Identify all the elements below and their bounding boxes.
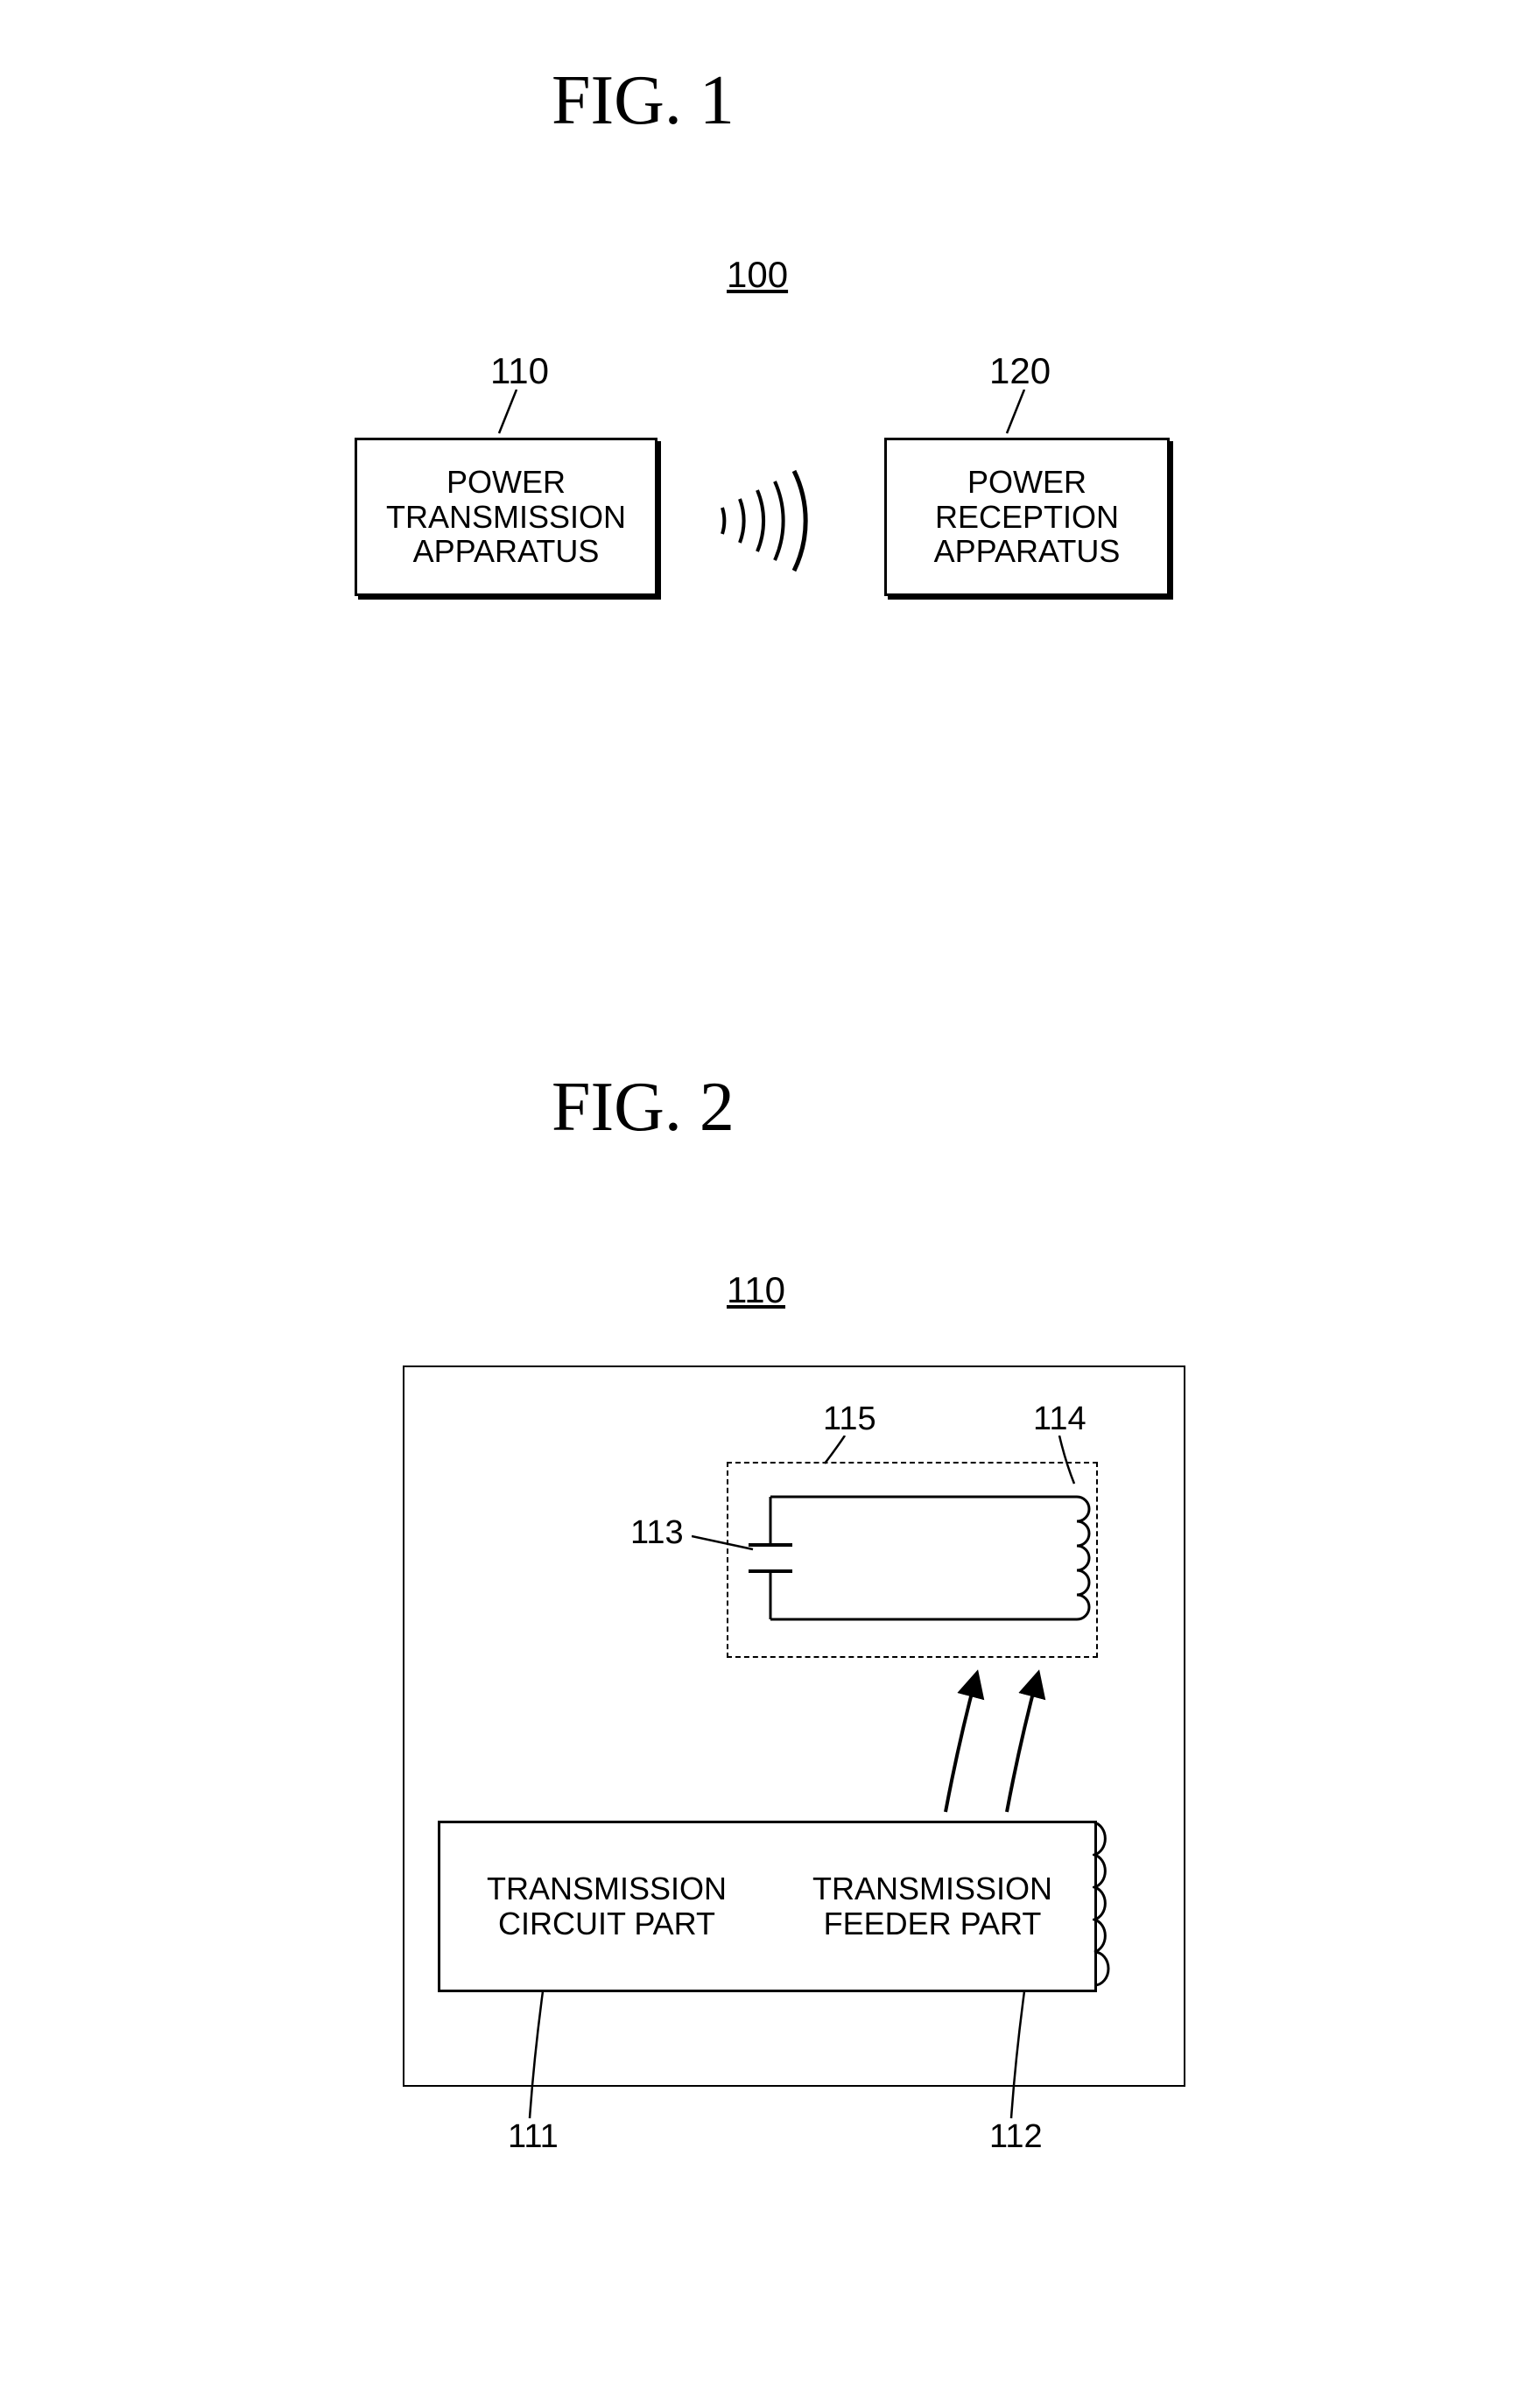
fig1-rx-label: POWER RECEPTION APPARATUS xyxy=(934,465,1121,569)
lc-circuit-icon xyxy=(727,1462,1112,1654)
fig1-leader-110 xyxy=(473,390,543,442)
fig1-tx-label: POWER TRANSMISSION APPARATUS xyxy=(386,465,626,569)
fig2-ref-114: 114 xyxy=(1033,1401,1086,1438)
fig2-leader-111 xyxy=(521,1991,573,2123)
fig2-ref-115: 115 xyxy=(823,1401,876,1438)
fig1-ref-100: 100 xyxy=(727,254,788,296)
fig2-tx-feeder-label: TRANSMISSION FEEDER PART xyxy=(812,1871,1052,1941)
fig2-tx-circuit-label: TRANSMISSION CIRCUIT PART xyxy=(487,1871,727,1941)
fig2-ref-110: 110 xyxy=(727,1269,785,1311)
fig2-tx-circuit-box: TRANSMISSION CIRCUIT PART xyxy=(438,1821,776,1992)
fig1-ref-110: 110 xyxy=(490,350,549,392)
coupling-arrows-icon xyxy=(911,1663,1086,1821)
fig1-ref-120: 120 xyxy=(989,350,1051,392)
fig2-ref-111: 111 xyxy=(508,2118,559,2156)
fig2-ref-113: 113 xyxy=(630,1514,684,1552)
fig1-tx-box: POWER TRANSMISSION APPARATUS xyxy=(355,438,657,596)
fig2-ref-112: 112 xyxy=(989,2118,1043,2156)
fig1-rx-box: POWER RECEPTION APPARATUS xyxy=(884,438,1170,596)
wireless-waves-icon xyxy=(700,455,875,586)
page: FIG. 1 100 110 120 POWER TRANSMISSION AP… xyxy=(0,0,1540,2408)
feeder-coil-icon xyxy=(1093,1822,1128,1989)
fig2-tx-feeder-box: TRANSMISSION FEEDER PART xyxy=(770,1821,1097,1992)
fig1-title: FIG. 1 xyxy=(552,61,735,141)
fig2-leader-112 xyxy=(1002,1991,1055,2123)
fig1-leader-120 xyxy=(981,390,1051,442)
fig2-title: FIG. 2 xyxy=(552,1068,735,1148)
